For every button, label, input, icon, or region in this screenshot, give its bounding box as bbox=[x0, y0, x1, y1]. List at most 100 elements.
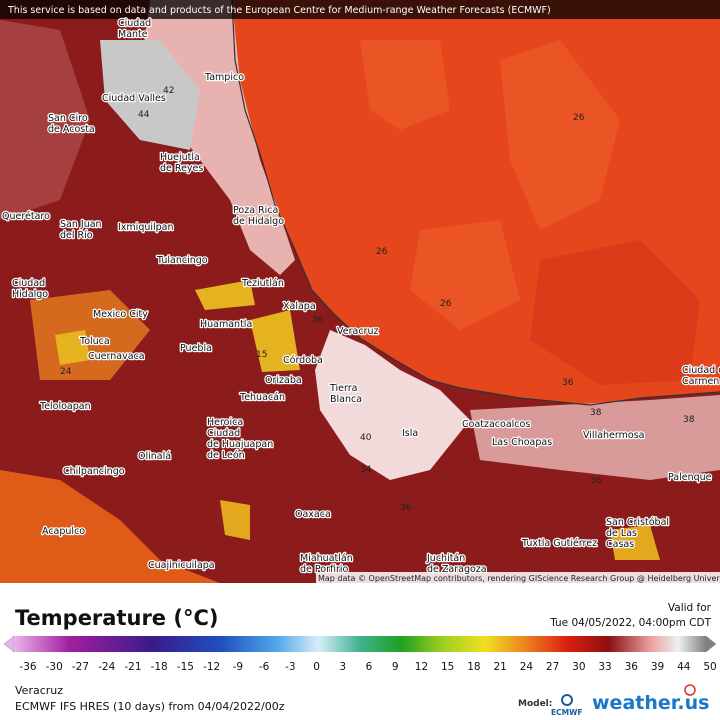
city-label: Villahermosa bbox=[583, 430, 644, 441]
city-label: Orizaba bbox=[265, 375, 302, 386]
city-label: de Porfirio bbox=[300, 564, 349, 575]
colorbar-tick-label: 18 bbox=[467, 661, 480, 673]
city-label: Juchitán bbox=[426, 553, 465, 564]
contour-label: 36 bbox=[312, 315, 324, 325]
city-label: Ciudad Valles bbox=[102, 93, 166, 104]
city-label: Ciudad bbox=[12, 278, 45, 289]
city-label: Veracruz bbox=[337, 326, 378, 337]
contour-label: 26 bbox=[440, 299, 452, 309]
city-label: Mante bbox=[118, 29, 148, 40]
city-label: Hidalgo bbox=[12, 289, 48, 300]
city-label: Heroica bbox=[207, 417, 243, 428]
city-label: Mexico City bbox=[93, 309, 148, 320]
city-label: de Acosta bbox=[48, 124, 95, 135]
colorbar-tick-label: 39 bbox=[651, 661, 664, 673]
colorbar-tick-label: 0 bbox=[313, 661, 320, 673]
city-label: Querétaro bbox=[2, 211, 50, 222]
colorbar-tick-label: 36 bbox=[625, 661, 639, 673]
city-label: Teziutlán bbox=[241, 278, 284, 289]
pacific bbox=[0, 470, 220, 583]
city-label: Huamantla bbox=[200, 319, 252, 330]
city-label: de León bbox=[207, 450, 245, 461]
colorbar-tick-label: -21 bbox=[124, 661, 141, 673]
banner: This service is based on data and produc… bbox=[7, 5, 551, 16]
city-label: Tuxtla Gutiérrez bbox=[521, 538, 597, 549]
city-label: Carmen bbox=[682, 376, 719, 387]
hot-spot bbox=[55, 280, 300, 372]
city-label: Puebla bbox=[180, 343, 212, 354]
contour-label: 38 bbox=[683, 415, 695, 425]
contour-label: 26 bbox=[376, 247, 388, 257]
city-label: del Río bbox=[60, 230, 93, 241]
city-label: San Ciro bbox=[48, 113, 88, 124]
model-logo: ECMWF bbox=[551, 708, 583, 717]
city-label: Coatzacoalcos bbox=[462, 419, 530, 430]
contour-label: 40 bbox=[360, 433, 372, 443]
city-label: Acapulco bbox=[42, 526, 85, 537]
city-label: de Reyes bbox=[160, 163, 203, 174]
city-label: Tulancingo bbox=[156, 255, 208, 266]
colorbar-tick-label: -15 bbox=[177, 661, 194, 673]
colorbar-tick-label: -18 bbox=[151, 661, 168, 673]
colorbar-tick-label: 44 bbox=[677, 661, 691, 673]
city-label: Casas bbox=[606, 539, 634, 550]
city-label: Tehuacán bbox=[239, 392, 285, 403]
colorbar-tick-label: -12 bbox=[203, 661, 220, 673]
city-label: de Las bbox=[606, 528, 637, 539]
region: Veracruz bbox=[15, 684, 63, 697]
city-label: Miahuatlán bbox=[300, 553, 353, 564]
contour-label: 34 bbox=[360, 465, 372, 475]
city-label: Las Choapas bbox=[492, 437, 552, 448]
valid-label: Valid for bbox=[668, 602, 712, 614]
city-label: Tierra bbox=[329, 383, 357, 394]
city-label: Palenque bbox=[668, 472, 712, 483]
brand-icon bbox=[684, 684, 696, 696]
colorbar-tick-label: 24 bbox=[520, 661, 534, 673]
cool-area bbox=[100, 40, 200, 150]
city-label: Isla bbox=[402, 428, 418, 439]
colorbar-tick-label: 27 bbox=[546, 661, 559, 673]
contour-label: 44 bbox=[138, 110, 150, 120]
colorbar-tick-label: -24 bbox=[98, 661, 115, 673]
contour-label: 42 bbox=[163, 86, 174, 96]
colorbar-ticks: -36 -30 -27 -24 -21 -18 -15 -12 -9 -6 -3 0 3 6 9 12 15 18… bbox=[19, 661, 716, 673]
colorbar-tick-label: 33 bbox=[598, 661, 611, 673]
lowland bbox=[470, 395, 720, 480]
attribution-bg bbox=[316, 572, 720, 583]
model-label: Model: bbox=[518, 699, 552, 709]
map: This service is based on data and produc… bbox=[0, 0, 720, 583]
contour-label: 36 bbox=[400, 503, 412, 513]
city-label: de Huajuapan bbox=[207, 439, 273, 450]
colorbar-arrow bbox=[705, 635, 717, 653]
hot-spot bbox=[220, 500, 660, 560]
city-label: San Cristóbal bbox=[606, 517, 669, 528]
colorbar-tick-label: -36 bbox=[19, 661, 36, 673]
city-label: Cuernavaca bbox=[88, 351, 145, 362]
city-label: Oaxaca bbox=[295, 509, 331, 520]
coastal-plain bbox=[315, 330, 470, 480]
city-label: Huejutla bbox=[160, 152, 200, 163]
colorbar-tick-label: 3 bbox=[339, 661, 346, 673]
ecmwf-icon bbox=[561, 694, 573, 706]
city-label: Ciudad bbox=[118, 18, 151, 29]
contour-labels: 42 44 26 26 26 36 15 40 34 36 38 36 38 36 24 bbox=[60, 86, 695, 513]
city-label: Ciudad bbox=[207, 428, 240, 439]
contour-label: 36 bbox=[590, 476, 602, 486]
contour-label: 15 bbox=[256, 350, 267, 360]
colorbar-tick-label: -6 bbox=[259, 661, 270, 673]
city-label: Ixmiquilpan bbox=[118, 222, 174, 233]
colorbar-tick-label: -27 bbox=[72, 661, 89, 673]
colorbar-tick-label: 15 bbox=[441, 661, 454, 673]
city-label: Teloloapan bbox=[39, 401, 91, 412]
city-label: Ciudad del bbox=[682, 365, 720, 376]
contour-label: 24 bbox=[60, 367, 72, 377]
model-run: ECMWF IFS HRES (10 days) from 04/04/2022… bbox=[15, 700, 285, 713]
colorbar-tick-label: 21 bbox=[493, 661, 506, 673]
brand: weather.us bbox=[592, 692, 709, 714]
city-label: Olinalá bbox=[138, 451, 171, 462]
valid-time: Tue 04/05/2022, 04:00pm CDT bbox=[549, 617, 711, 629]
city-label: Tampico bbox=[204, 72, 244, 83]
colorbar-tick-label: 12 bbox=[415, 661, 428, 673]
